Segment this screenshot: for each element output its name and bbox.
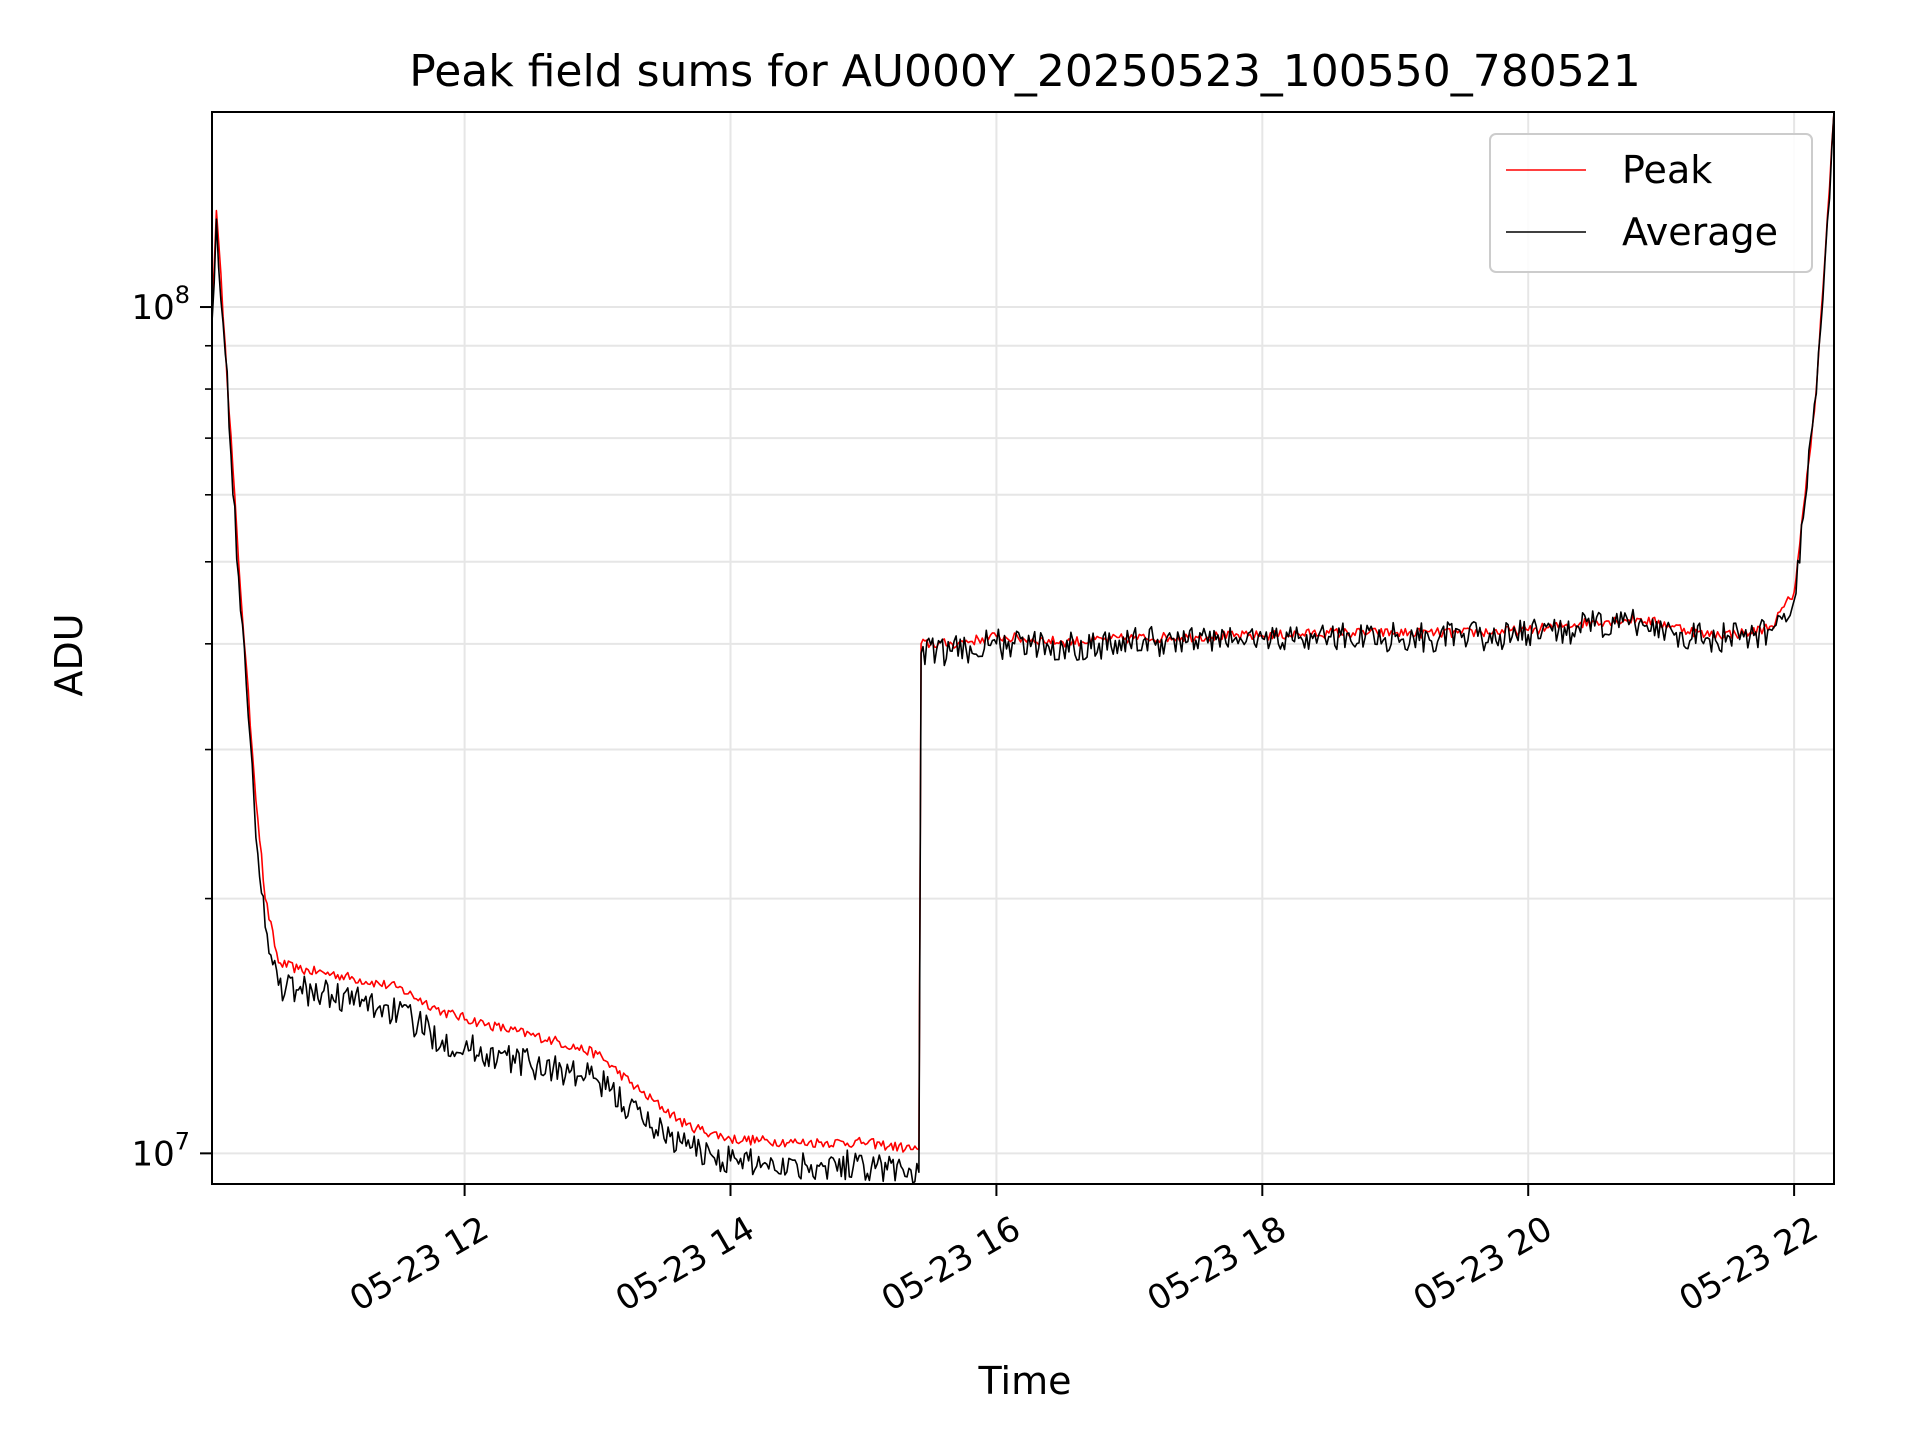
series-layer [212,112,1834,1184]
y-ticks: 107 108 [131,281,212,1174]
legend: Peak Average [1489,133,1813,273]
series-line-peak [212,112,1834,1153]
x-axis-label: Time [978,1359,1072,1403]
legend-label-peak: Peak [1622,148,1712,192]
legend-label-average: Average [1622,210,1778,254]
y-tick-label: 107 [131,1127,190,1174]
chart-title: Peak field sums for AU000Y_20250523_1005… [409,46,1641,97]
plot-frame [211,111,1835,1185]
series-line-average [212,112,1834,1184]
y-axis-label: ADU [47,613,91,696]
y-tick-label: 108 [131,281,190,328]
legend-box [1489,133,1813,273]
